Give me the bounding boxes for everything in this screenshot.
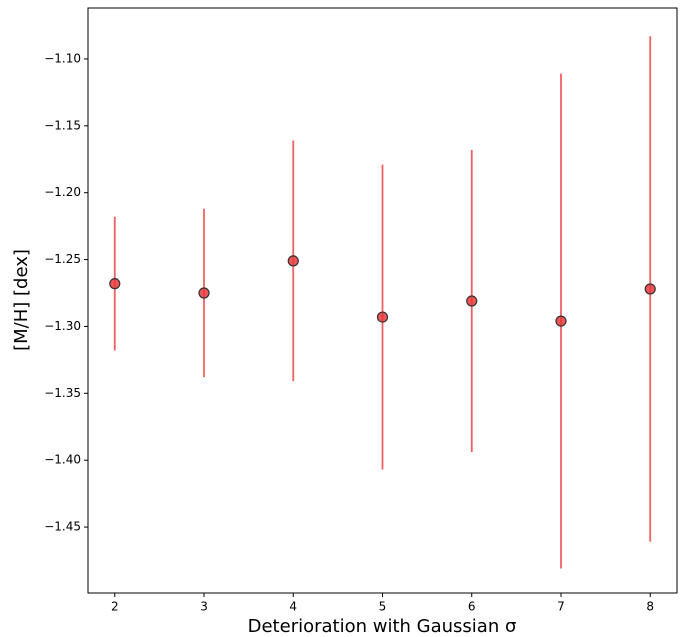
data-point [376, 311, 389, 323]
y-tick-label: −1.45 [44, 520, 81, 534]
y-tick-label: −1.10 [44, 51, 81, 65]
data-point [287, 255, 299, 267]
data-point [555, 315, 567, 327]
x-tick-label: 4 [289, 600, 297, 614]
x-axis-title: Deterioration with Gaussian σ [248, 616, 517, 637]
y-tick-label: −1.30 [44, 319, 81, 333]
y-tick-label: −1.35 [44, 386, 81, 400]
x-tick-label: 6 [468, 600, 476, 614]
data-point [466, 295, 478, 307]
y-tick-label: −1.40 [44, 453, 81, 467]
y-axis-title: [M/H] [dex] [11, 249, 32, 351]
x-tick-label: 7 [557, 600, 565, 614]
data-point [644, 283, 656, 295]
x-tick-label: 2 [111, 600, 119, 614]
y-tick-label: −1.15 [44, 118, 81, 132]
data-point [198, 287, 210, 299]
x-tick-label: 8 [646, 600, 654, 614]
x-tick-label: 5 [379, 600, 387, 614]
y-tick-label: −1.20 [44, 185, 81, 199]
x-tick-label: 3 [200, 600, 208, 614]
y-tick-label: −1.25 [44, 252, 81, 266]
data-point [109, 278, 121, 290]
